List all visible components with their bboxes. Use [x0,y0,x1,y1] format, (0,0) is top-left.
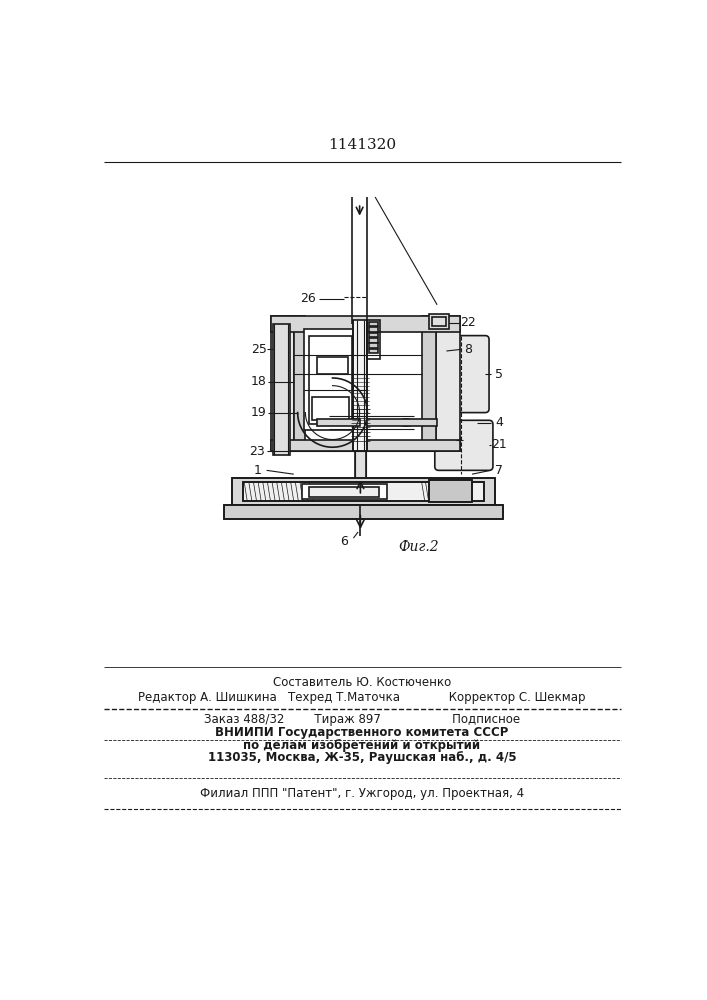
Bar [293,316,305,451]
Text: Фиг.2: Фиг.2 [398,540,439,554]
Ellipse shape [333,421,339,425]
Bar [429,480,472,502]
Bar [369,333,378,337]
Bar [429,480,472,502]
Bar [432,317,446,326]
FancyBboxPatch shape [435,420,493,470]
Bar [304,329,358,430]
Bar [369,338,378,343]
Text: 19: 19 [251,406,267,419]
Text: по делам изобретений и открытий: по делам изобретений и открытий [243,739,481,752]
FancyBboxPatch shape [435,336,489,413]
Text: Заказ 488/32        Тираж 897                   Подписное: Заказ 488/32 Тираж 897 Подписное [204,713,520,726]
Bar [421,316,436,451]
Bar [369,322,378,326]
Bar [355,451,366,490]
Bar [301,484,387,499]
Text: Филиал ППП "Патент", г. Ужгород, ул. Проектная, 4: Филиал ППП "Патент", г. Ужгород, ул. Про… [200,787,524,800]
Text: Составитель Ю. Костюченко: Составитель Ю. Костюченко [273,676,451,689]
Text: 4: 4 [495,416,503,429]
Bar [232,478,495,505]
Text: 22: 22 [460,316,476,329]
Text: 18: 18 [251,375,267,388]
Text: 1: 1 [253,464,262,477]
Text: ВНИИПИ Государственного комитета СССР: ВНИИПИ Государственного комитета СССР [215,726,508,739]
Bar [243,482,484,501]
Text: 25: 25 [251,343,267,356]
Text: Редактор А. Шишкина   Техред Т.Маточка             Корректор С. Шекмар: Редактор А. Шишкина Техред Т.Маточка Кор… [138,691,585,704]
Text: 8: 8 [464,343,472,356]
Bar [309,336,352,424]
Bar [271,316,460,332]
Ellipse shape [403,421,409,425]
Bar [232,478,495,505]
Bar [224,505,503,519]
Bar [368,419,437,426]
Bar [369,343,378,348]
Bar [369,327,378,332]
Bar [243,482,484,501]
Text: 113035, Москва, Ж-35, Раушская наб., д. 4/5: 113035, Москва, Ж-35, Раушская наб., д. … [208,751,516,764]
Bar [273,324,290,455]
Ellipse shape [329,419,344,426]
Bar [312,397,349,420]
Ellipse shape [398,419,414,426]
Bar [271,316,293,451]
Bar [317,419,360,426]
Bar [224,505,503,519]
Bar [369,349,378,353]
Bar [271,440,460,451]
Text: 6: 6 [340,535,348,548]
Bar [368,320,380,359]
Bar [429,314,449,329]
Text: 7: 7 [495,464,503,477]
Bar [436,316,460,451]
Text: 1141320: 1141320 [328,138,396,152]
Text: 21: 21 [491,438,507,451]
Text: 23: 23 [250,445,265,458]
Text: 26: 26 [300,292,315,305]
Bar [309,487,379,497]
Text: 5: 5 [495,368,503,381]
Bar [317,357,348,374]
Bar [354,320,368,451]
